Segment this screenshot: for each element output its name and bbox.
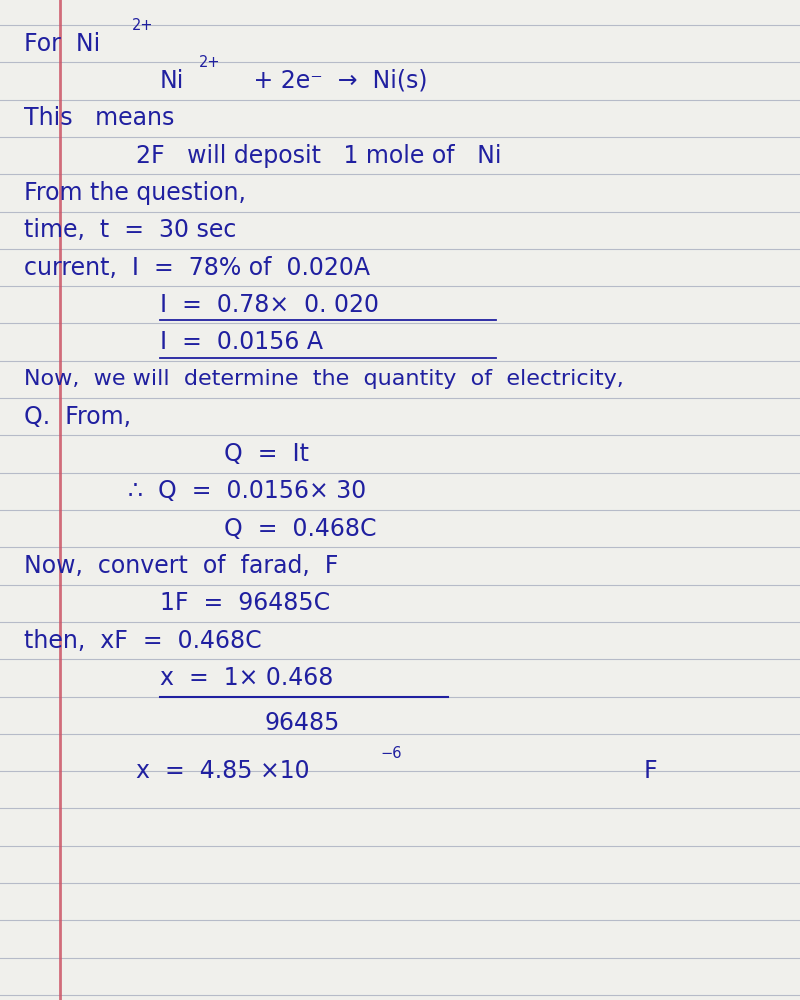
Text: Ni: Ni	[160, 69, 184, 93]
Text: Q  =  It: Q = It	[224, 442, 309, 466]
Text: This   means: This means	[24, 106, 174, 130]
Text: x  =  4.85 ×10: x = 4.85 ×10	[136, 759, 310, 783]
Text: ∴  Q  =  0.0156× 30: ∴ Q = 0.0156× 30	[128, 479, 366, 503]
Text: 96485: 96485	[264, 711, 339, 735]
Text: Now,  convert  of  farad,  F: Now, convert of farad, F	[24, 554, 338, 578]
Text: current,  I  =  78% of  0.020A: current, I = 78% of 0.020A	[24, 256, 370, 280]
Text: 2+: 2+	[198, 55, 220, 70]
Text: Now,  we will  determine  the  quantity  of  electricity,: Now, we will determine the quantity of e…	[24, 369, 624, 389]
Text: Q.  From,: Q. From,	[24, 405, 131, 429]
Text: I  =  0.78×  0. 020: I = 0.78× 0. 020	[160, 293, 379, 317]
Text: 2+: 2+	[132, 18, 154, 33]
Text: time,  t  =  30 sec: time, t = 30 sec	[24, 218, 236, 242]
Text: F: F	[644, 759, 658, 783]
Text: −6: −6	[380, 746, 402, 761]
Text: From the question,: From the question,	[24, 181, 246, 205]
Text: then,  xF  =  0.468C: then, xF = 0.468C	[24, 629, 262, 653]
Text: 2F   will deposit   1 mole of   Ni: 2F will deposit 1 mole of Ni	[136, 144, 502, 168]
Text: Q  =  0.468C: Q = 0.468C	[224, 517, 377, 541]
Text: + 2e⁻  →  Ni(s): + 2e⁻ → Ni(s)	[246, 69, 428, 93]
Text: I  =  0.0156 A: I = 0.0156 A	[160, 330, 323, 354]
Text: x  =  1× 0.468: x = 1× 0.468	[160, 666, 334, 690]
Text: For  Ni: For Ni	[24, 32, 100, 56]
Text: 1F  =  96485C: 1F = 96485C	[160, 591, 330, 615]
